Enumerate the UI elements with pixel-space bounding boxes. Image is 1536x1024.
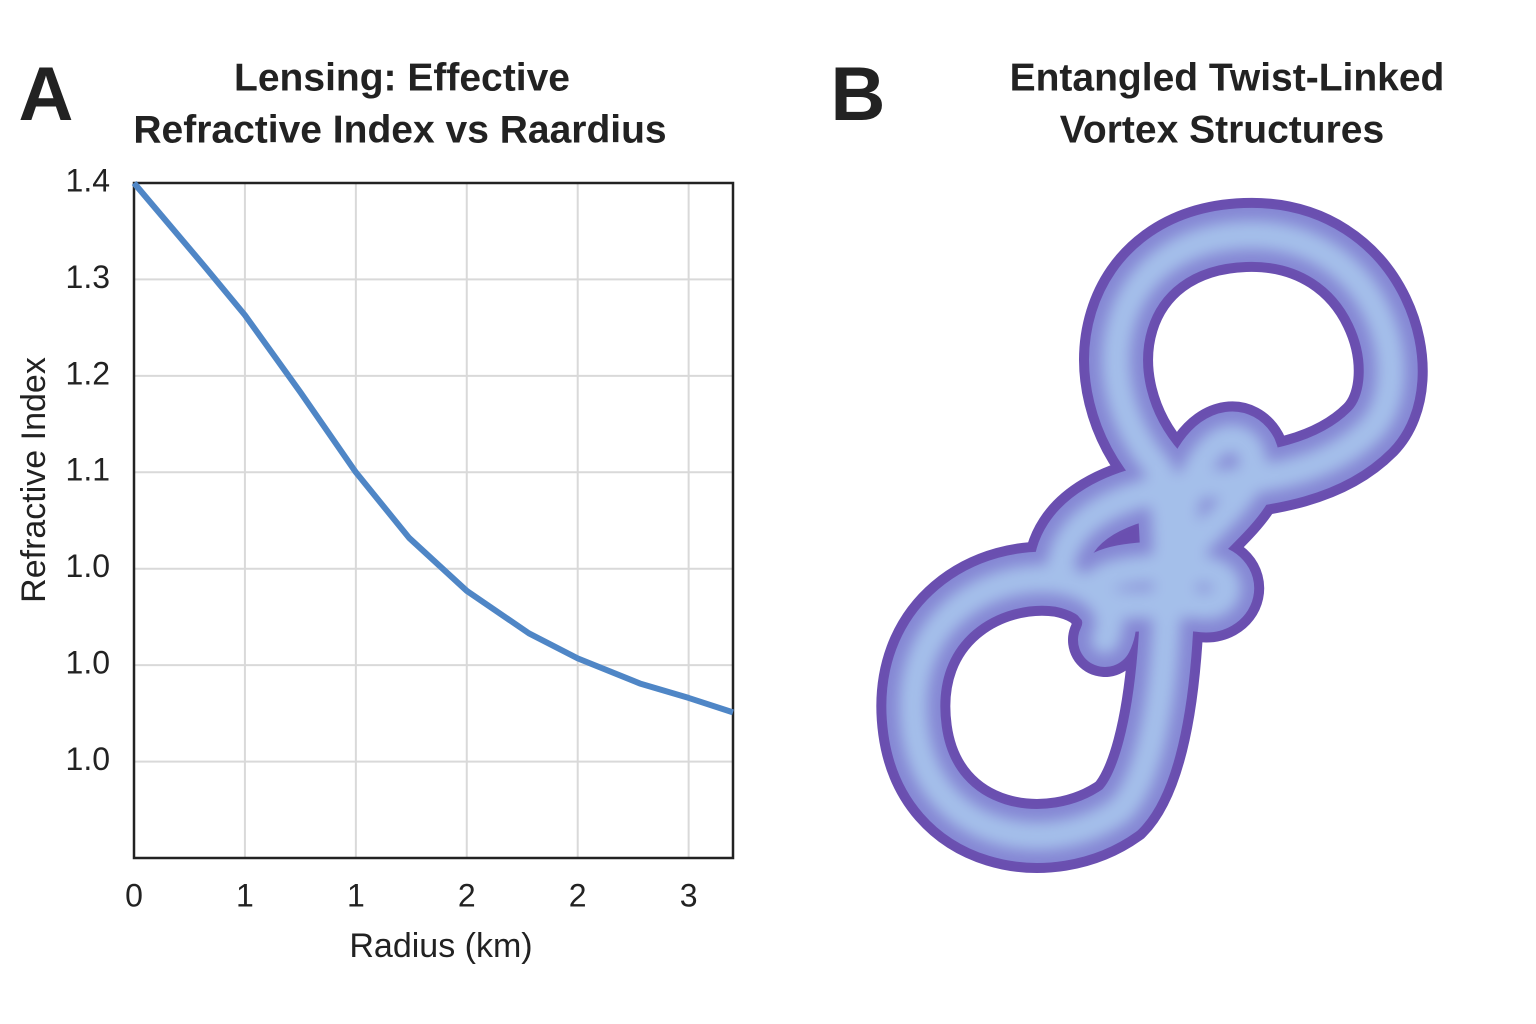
chart-title: Lensing: Effective — [234, 56, 570, 99]
y-tick-label: 1.2 — [66, 355, 110, 391]
x-tick-label: 1 — [236, 877, 254, 913]
panel-label: B — [831, 52, 886, 137]
x-axis-label: Radius (km) — [349, 927, 532, 965]
y-tick-label: 1.1 — [66, 452, 110, 488]
y-axis-label: Refractive Index — [15, 357, 53, 603]
panel-label: A — [19, 52, 74, 137]
x-tick-label: 0 — [125, 877, 143, 913]
plot-frame — [132, 181, 735, 860]
illustration-title: Vortex Structures — [1060, 108, 1384, 151]
x-tick-label: 2 — [569, 877, 587, 913]
y-tick-label: 1.0 — [66, 645, 110, 681]
vortex-knot — [913, 235, 1390, 836]
chart-title: Refractive Index vs Raardius — [133, 108, 666, 151]
plot: 1.4 1.3 1.2 1.1 1.0 1.0 1.0 0 1 1 2 2 3 — [66, 162, 735, 913]
y-tick-label: 1.0 — [66, 548, 110, 584]
illustration-title: Entangled Twist-Linked — [1010, 56, 1445, 99]
y-tick-label: 1.3 — [66, 259, 110, 295]
x-tick-label: 2 — [458, 877, 476, 913]
y-tick-label: 1.0 — [66, 741, 110, 777]
y-tick-label: 1.4 — [66, 162, 110, 198]
x-tick-label: 1 — [347, 877, 365, 913]
x-tick-label: 3 — [680, 877, 698, 913]
data-line — [131, 181, 734, 716]
